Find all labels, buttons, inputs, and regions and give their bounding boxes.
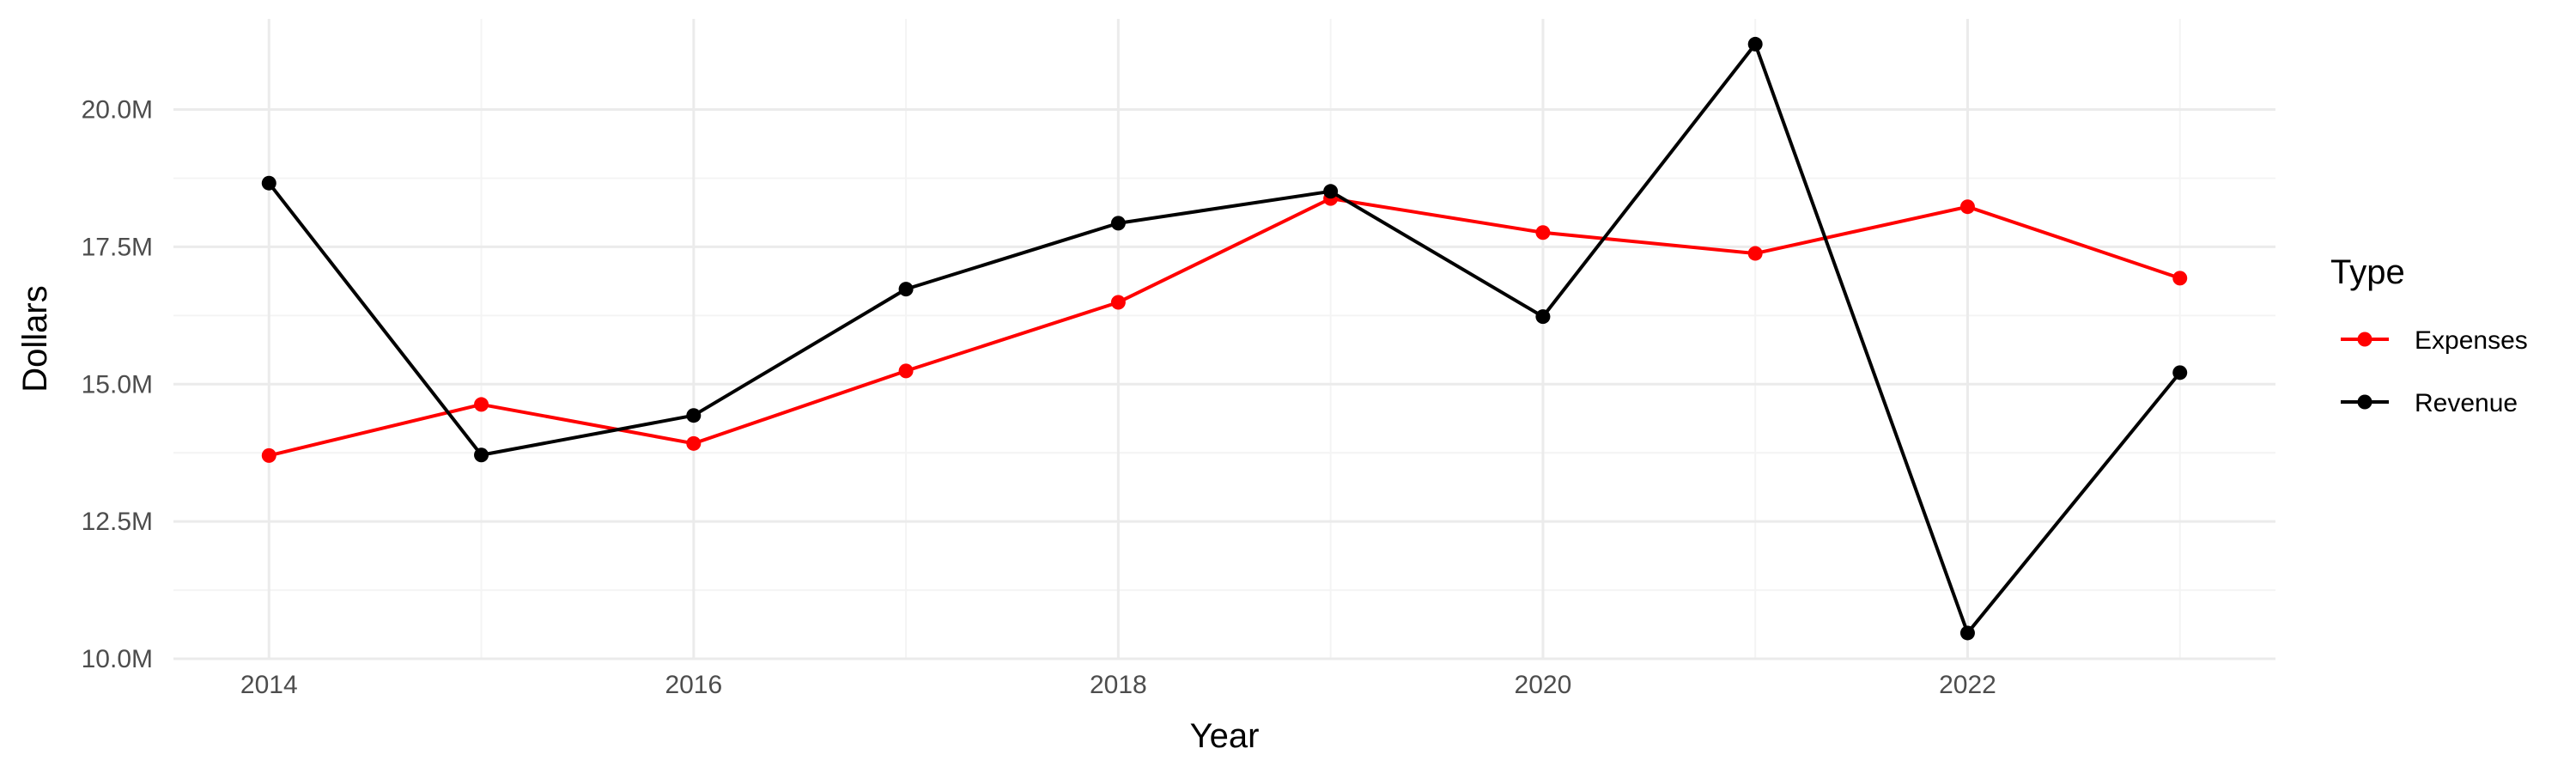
data-point [1747, 36, 1763, 52]
data-point [1323, 184, 1339, 199]
y-tick-label: 17.5M [82, 233, 153, 261]
data-point [1535, 225, 1551, 240]
legend: Type Expenses Revenue [2330, 253, 2528, 417]
legend-key-point [2357, 332, 2372, 347]
data-point [898, 282, 914, 297]
y-tick-label: 15.0M [82, 370, 153, 399]
axis-labels: 10.0M 12.5M 15.0M 17.5M 20.0M 2014 2016 2018 202… [82, 96, 1996, 699]
data-point [1959, 199, 1975, 215]
x-tick-label: 2018 [1090, 671, 1147, 699]
series-revenue [261, 36, 2188, 641]
grid-lines [173, 19, 2275, 660]
x-tick-label: 2020 [1515, 671, 1572, 699]
series-line [268, 197, 2181, 458]
legend-item-expenses: Expenses [2341, 326, 2528, 355]
data-point [1110, 295, 1126, 310]
legend-label: Expenses [2415, 326, 2528, 355]
data-point [474, 447, 489, 463]
legend-title: Type [2330, 253, 2405, 291]
x-tick-label: 2014 [240, 671, 298, 699]
y-tick-label: 20.0M [82, 96, 153, 125]
data-point [2172, 365, 2188, 380]
data-point [474, 397, 489, 412]
data-point [686, 408, 702, 423]
data-point [686, 435, 702, 451]
data-point [898, 363, 914, 379]
data-point [1110, 216, 1126, 231]
x-tick-label: 2022 [1939, 671, 1996, 699]
y-tick-label: 10.0M [82, 645, 153, 673]
x-tick-label: 2016 [665, 671, 722, 699]
x-axis-title: Year [1190, 717, 1260, 755]
data-point [1747, 246, 1763, 261]
data-point [1959, 625, 1975, 641]
data-point [1535, 309, 1551, 325]
y-axis-title: Dollars [16, 285, 54, 392]
legend-label: Revenue [2415, 389, 2518, 417]
data-point [2172, 271, 2188, 286]
legend-key-point [2357, 394, 2372, 410]
y-tick-label: 12.5M [82, 508, 153, 536]
legend-items: Expenses Revenue [2341, 326, 2528, 417]
data-point [261, 175, 276, 191]
series-layer [261, 36, 2188, 641]
series-line [267, 42, 2182, 635]
legend-item-revenue: Revenue [2341, 389, 2518, 417]
data-point [261, 447, 276, 463]
series-expenses [261, 191, 2188, 463]
